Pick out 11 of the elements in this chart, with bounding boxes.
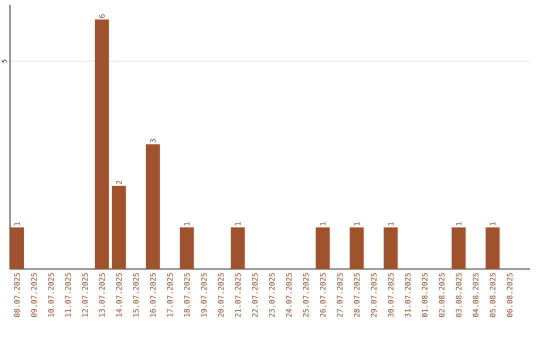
bar xyxy=(316,227,330,269)
bar xyxy=(94,20,109,269)
bar xyxy=(146,144,160,269)
bar xyxy=(10,227,24,269)
bar xyxy=(230,227,245,269)
bar xyxy=(350,227,364,269)
bar xyxy=(486,227,500,269)
bar xyxy=(452,227,466,269)
bar xyxy=(112,186,126,269)
bar xyxy=(180,227,194,269)
bar xyxy=(384,227,398,269)
